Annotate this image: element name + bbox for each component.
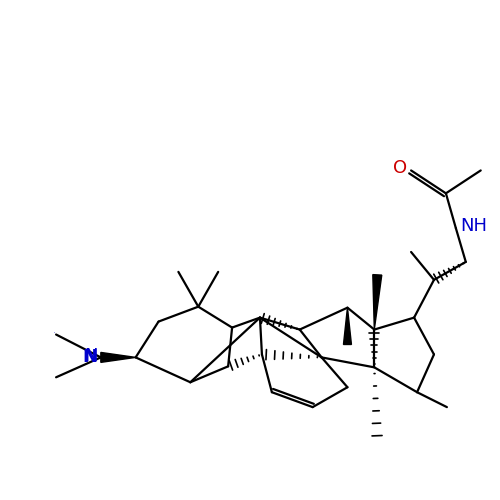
Text: NH: NH	[460, 217, 487, 235]
Text: O: O	[393, 160, 407, 178]
Polygon shape	[373, 274, 382, 330]
Text: N: N	[83, 348, 98, 366]
Polygon shape	[344, 308, 351, 344]
Text: N: N	[84, 348, 98, 366]
Polygon shape	[101, 352, 136, 362]
